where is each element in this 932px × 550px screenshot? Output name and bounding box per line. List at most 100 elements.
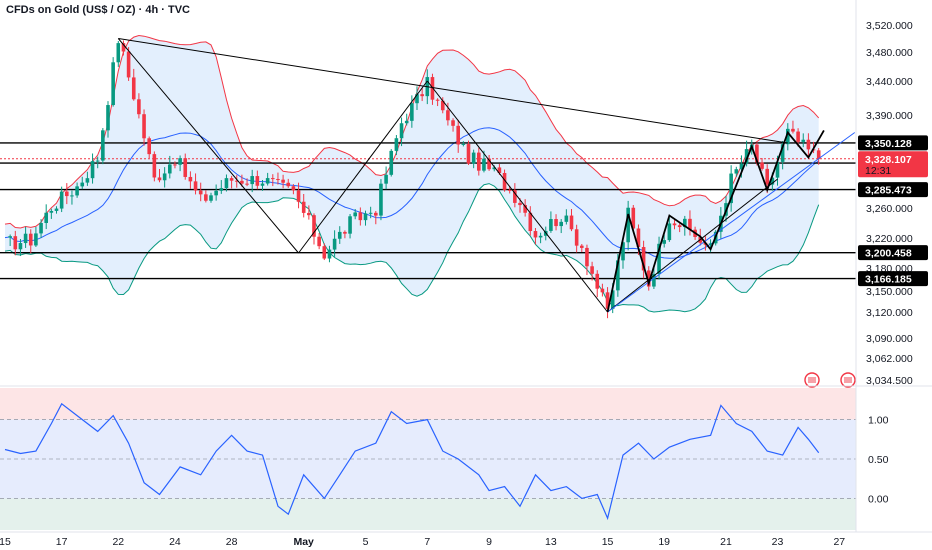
candle-body bbox=[595, 273, 600, 289]
candle-body bbox=[18, 243, 23, 250]
trend-line[interactable] bbox=[426, 80, 608, 313]
candle-body bbox=[348, 216, 352, 234]
candle-body bbox=[657, 243, 661, 275]
candle-body bbox=[420, 94, 424, 97]
oscillator-zone bbox=[0, 498, 856, 530]
candle-body bbox=[394, 138, 399, 151]
trend-line[interactable] bbox=[118, 38, 788, 144]
candle-body bbox=[739, 163, 744, 170]
candle-body bbox=[291, 186, 296, 191]
title-separator-2: · bbox=[158, 4, 168, 16]
zigzag-pattern[interactable] bbox=[606, 129, 825, 313]
candle-body bbox=[564, 215, 569, 222]
candle-body bbox=[621, 242, 625, 261]
candle-body bbox=[384, 174, 388, 184]
candle-body bbox=[353, 212, 357, 217]
candle-body bbox=[13, 236, 18, 250]
candle-body bbox=[39, 222, 43, 234]
candle-body bbox=[477, 152, 481, 171]
candle-body bbox=[229, 178, 234, 181]
candle-body bbox=[471, 152, 476, 164]
level-price-label: 3,200.458 bbox=[865, 248, 912, 260]
candle-body bbox=[317, 236, 321, 247]
candle-body bbox=[240, 180, 244, 184]
time-axis[interactable]: 15 17 22 24 28 May 5 7 9 13 15 19 21 23 27 bbox=[0, 531, 932, 548]
candle-body bbox=[368, 212, 373, 214]
candle-body bbox=[85, 178, 90, 183]
oscillator-pane[interactable] bbox=[0, 385, 932, 530]
level-price-tag[interactable] bbox=[858, 182, 928, 198]
candle-body bbox=[193, 181, 198, 191]
level-price-tag[interactable] bbox=[858, 271, 928, 287]
candle-body bbox=[168, 164, 172, 174]
trend-line[interactable] bbox=[607, 178, 778, 313]
bollinger-basis-line bbox=[4, 127, 819, 259]
candle-body bbox=[8, 236, 12, 238]
level-price-label: 3,285.473 bbox=[865, 185, 912, 197]
candle-body bbox=[363, 213, 368, 221]
candle-body bbox=[554, 219, 558, 227]
candle-body bbox=[641, 247, 646, 271]
candle-body bbox=[770, 177, 775, 185]
level-price-label: 3,350.128 bbox=[865, 138, 912, 150]
candle-body bbox=[399, 123, 404, 139]
candle-body bbox=[80, 182, 85, 187]
candle-body bbox=[312, 215, 316, 237]
candle-body bbox=[574, 229, 579, 246]
candle-body bbox=[533, 231, 538, 238]
candle-body bbox=[466, 143, 471, 164]
candle-body bbox=[28, 233, 33, 246]
candle-body bbox=[152, 154, 157, 178]
time-tick-label: 24 bbox=[169, 536, 181, 548]
symbol-name: CFDs on Gold (US$ / OZ) bbox=[6, 4, 136, 16]
candle-body bbox=[616, 260, 620, 291]
candle-body bbox=[549, 219, 553, 231]
candle-body bbox=[198, 190, 203, 195]
price-pane[interactable] bbox=[0, 34, 856, 388]
candle-body bbox=[513, 190, 517, 203]
candle-body bbox=[162, 173, 167, 181]
candle-body bbox=[415, 94, 419, 104]
candle-body bbox=[440, 100, 445, 111]
candle-body bbox=[708, 243, 713, 245]
candle-body bbox=[337, 231, 342, 239]
candle-body bbox=[492, 167, 497, 170]
level-price-tag[interactable] bbox=[858, 245, 928, 261]
candle-body bbox=[281, 179, 285, 183]
candle-body bbox=[559, 221, 563, 227]
level-price-tag[interactable] bbox=[858, 135, 928, 151]
oscillator-zone bbox=[0, 388, 856, 420]
bollinger-band-fill bbox=[5, 35, 819, 312]
candle-body bbox=[446, 110, 450, 121]
oscillator-tick-label: 0.00 bbox=[868, 493, 889, 505]
price-tick-label: 3,390.000 bbox=[866, 110, 913, 122]
candle-countdown-label: 12:31 bbox=[865, 165, 891, 177]
current-price-tag[interactable] bbox=[858, 151, 928, 178]
data-source: TVC bbox=[167, 4, 190, 16]
candle-body bbox=[786, 128, 790, 145]
price-axis[interactable]: 3,520.000 3,480.000 3,440.000 3,390.000 3,35… bbox=[855, 0, 928, 532]
trend-line[interactable] bbox=[117, 38, 299, 254]
trend-line[interactable] bbox=[298, 80, 428, 254]
candle-body bbox=[652, 274, 656, 287]
candle-body bbox=[569, 215, 574, 230]
time-tick-label: 7 bbox=[424, 536, 430, 548]
candle-body bbox=[34, 233, 38, 246]
time-tick-label: 9 bbox=[486, 536, 492, 548]
candle-body bbox=[106, 105, 110, 131]
candle-body bbox=[507, 189, 512, 191]
candle-body bbox=[605, 292, 610, 309]
candle-body bbox=[379, 183, 383, 216]
candle-body bbox=[178, 158, 182, 165]
candle-body bbox=[265, 178, 270, 184]
candle-body bbox=[116, 43, 121, 63]
candle-body bbox=[410, 103, 414, 121]
time-tick-label: 13 bbox=[545, 536, 557, 548]
candle-body bbox=[780, 144, 785, 162]
time-tick-label: 17 bbox=[56, 536, 68, 548]
candle-body bbox=[451, 120, 455, 126]
candle-body bbox=[90, 161, 95, 179]
candle-body bbox=[260, 183, 265, 186]
candle-body bbox=[111, 62, 115, 106]
